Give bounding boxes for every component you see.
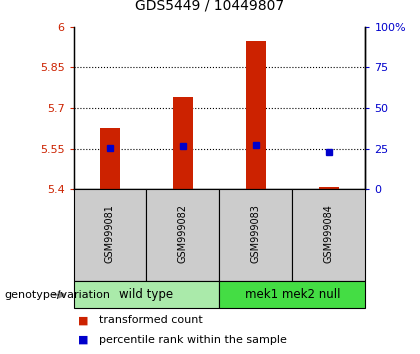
- Text: GSM999082: GSM999082: [178, 204, 188, 263]
- Text: GDS5449 / 10449807: GDS5449 / 10449807: [135, 0, 285, 12]
- Bar: [292, 189, 365, 281]
- Bar: [220, 189, 292, 281]
- Text: wild type: wild type: [119, 288, 173, 301]
- Text: percentile rank within the sample: percentile rank within the sample: [99, 335, 286, 345]
- Text: genotype/variation: genotype/variation: [4, 290, 110, 300]
- Bar: [220, 281, 365, 308]
- Text: GSM999084: GSM999084: [324, 204, 334, 263]
- Text: GSM999083: GSM999083: [251, 204, 261, 263]
- Text: transformed count: transformed count: [99, 315, 202, 325]
- Bar: [74, 189, 147, 281]
- Bar: [246, 41, 266, 189]
- Text: ■: ■: [78, 315, 88, 325]
- Bar: [147, 189, 220, 281]
- Bar: [319, 187, 339, 189]
- Bar: [74, 281, 220, 308]
- Bar: [100, 127, 120, 189]
- Text: ■: ■: [78, 335, 88, 345]
- Text: mek1 mek2 null: mek1 mek2 null: [245, 288, 340, 301]
- Bar: [173, 97, 193, 189]
- Text: GSM999081: GSM999081: [105, 204, 115, 263]
